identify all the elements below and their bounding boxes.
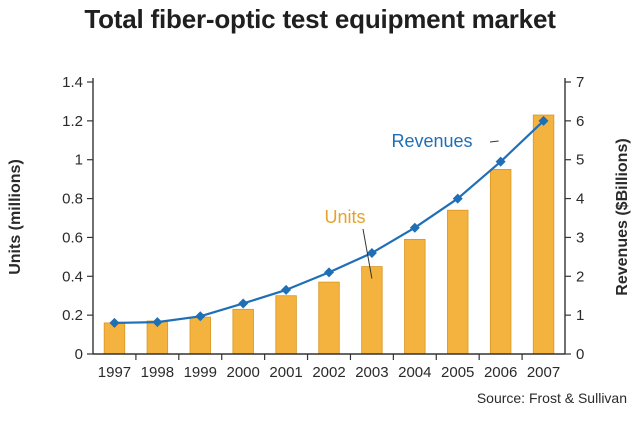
units-bar-2001 — [275, 295, 297, 355]
x-tick-label: 2007 — [527, 364, 560, 381]
y2-tick-label: 6 — [576, 113, 584, 130]
y2-tick-label: 1 — [576, 307, 584, 324]
y2-tick-label: 4 — [576, 191, 584, 208]
y-tick-label: 1.4 — [62, 74, 83, 91]
revenues-point-1999 — [195, 311, 206, 322]
revenues-point-2003 — [366, 247, 377, 258]
units-bar-2005 — [447, 209, 469, 355]
units-bar-2004 — [404, 238, 426, 355]
y2-tick-label: 2 — [576, 268, 584, 285]
revenues-point-2004 — [409, 222, 420, 233]
revenues-point-2005 — [452, 193, 463, 204]
y2-tick-label: 3 — [576, 229, 584, 246]
y-tick-label: 1.2 — [62, 113, 83, 130]
y2-tick-label: 7 — [576, 74, 584, 91]
axes: 0 0.2 0.4 0.6 0.8 1 1.2 1.4 0 1 2 3 4 5 6 7 1997 1998 1999… — [62, 74, 584, 381]
x-tick-label: 2006 — [484, 364, 517, 381]
y-tick-label: 0 — [75, 346, 83, 363]
units-leader-line — [362, 228, 373, 279]
revenues-point-1998 — [152, 317, 163, 328]
units-bars — [103, 114, 555, 355]
y-tick-label: 1 — [75, 152, 83, 169]
units-bar-1999 — [189, 316, 211, 355]
y-tick-label: 0.2 — [62, 307, 83, 324]
x-tick-label: 2000 — [226, 364, 259, 381]
units-annotation: Units — [324, 207, 365, 227]
revenues-line-group — [109, 115, 549, 328]
revenues-point-2000 — [238, 298, 249, 309]
y-tick-label: 0.6 — [62, 229, 83, 246]
x-tick-label: 1999 — [184, 364, 217, 381]
revenues-leader-line — [489, 140, 499, 143]
revenues-point-2006 — [495, 156, 506, 167]
units-bar-2003 — [361, 266, 383, 355]
revenues-annotation: Revenues — [391, 131, 472, 151]
x-tick-label: 2004 — [398, 364, 431, 381]
x-tick-label: 2001 — [269, 364, 302, 381]
y2-tick-label: 5 — [576, 152, 584, 169]
annotations: Units Revenues — [324, 131, 499, 279]
y-tick-label: 0.4 — [62, 268, 83, 285]
units-bar-2002 — [318, 281, 340, 355]
revenues-point-1997 — [109, 317, 120, 328]
x-tick-label: 2002 — [312, 364, 345, 381]
revenues-point-2001 — [281, 284, 292, 295]
x-tick-label: 2005 — [441, 364, 474, 381]
revenues-point-2002 — [324, 267, 334, 278]
y-tick-label: 0.8 — [62, 191, 83, 208]
chart-title: Total fiber-optic test equipment market — [84, 4, 556, 34]
x-tick-label: 2003 — [355, 364, 388, 381]
source-note: Source: Frost & Sullivan — [477, 390, 627, 406]
y2-axis-title: Revenues ($Billions) — [614, 138, 631, 295]
y-axis-title: Units (millions) — [7, 159, 24, 275]
y2-tick-label: 0 — [576, 346, 584, 363]
units-bar-2006 — [489, 169, 512, 355]
x-tick-label: 1998 — [141, 364, 174, 381]
units-bar-2000 — [232, 308, 254, 355]
x-tick-label: 1997 — [98, 364, 131, 381]
revenues-point-2007 — [538, 115, 549, 126]
units-bar-2007 — [532, 114, 555, 355]
